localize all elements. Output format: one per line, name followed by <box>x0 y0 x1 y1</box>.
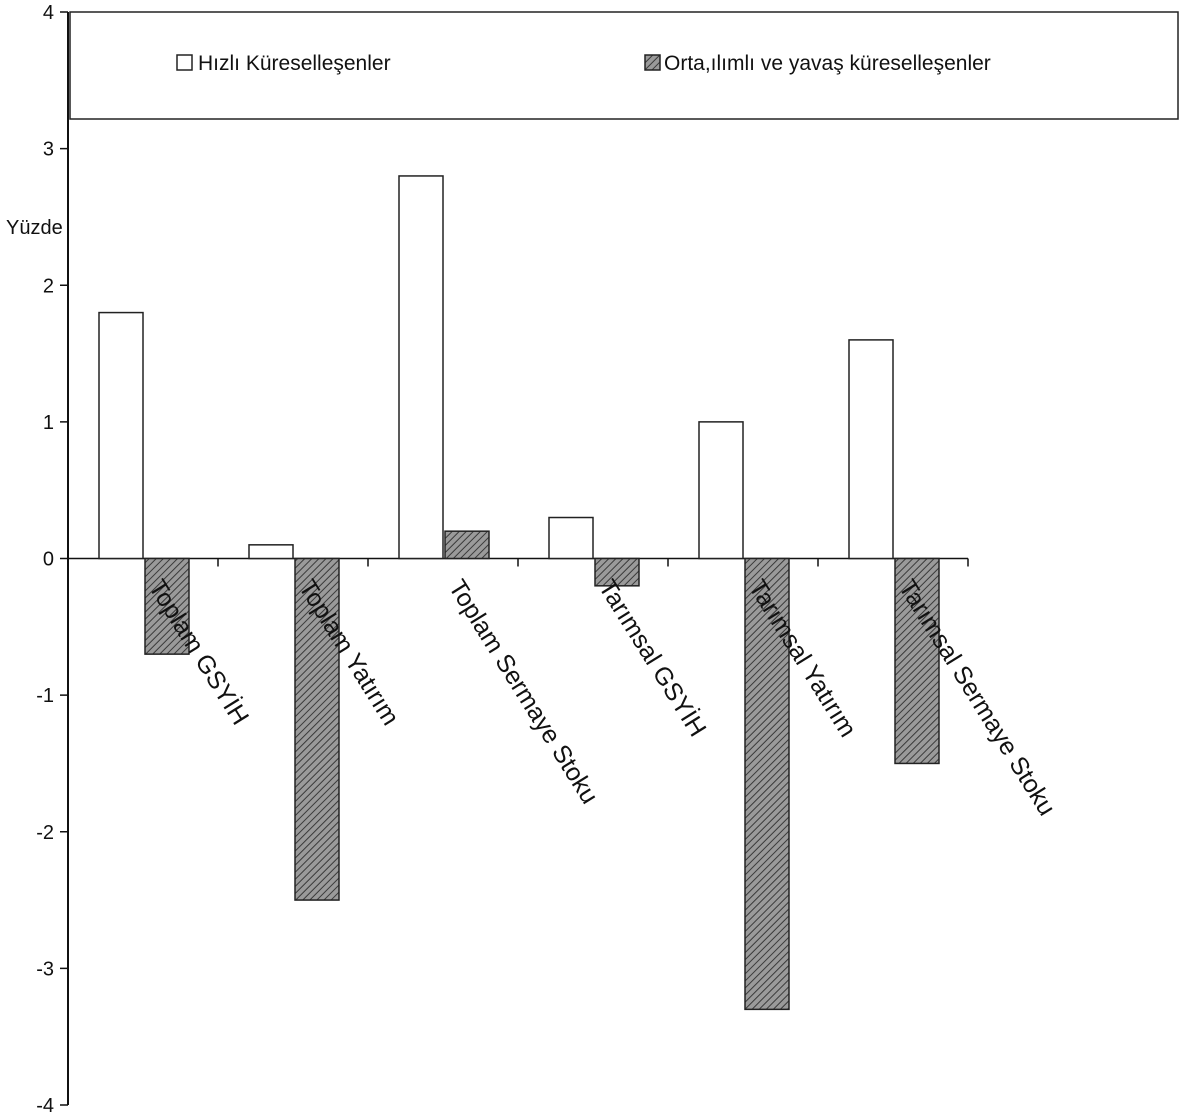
y-tick-label: 1 <box>43 412 54 434</box>
bar-series-2-cat-4 <box>594 557 640 587</box>
y-tick-label: 3 <box>43 139 54 161</box>
x-category-label: Tarımsal GSYİH <box>593 574 713 741</box>
bar-series-2-cat-2 <box>294 557 340 901</box>
y-tick-label: 4 <box>43 2 54 24</box>
bars <box>98 175 940 1011</box>
bar-series-2-cat-3 <box>444 530 490 560</box>
bar-series-2-cat-6 <box>894 557 940 765</box>
bar-series-2-cat-1 <box>144 557 190 655</box>
legend: Hızlı Küreselleşenler Orta,ılımlı ve yav… <box>69 11 1179 120</box>
legend-frame <box>69 11 1179 120</box>
y-axis-label: Yüzde <box>6 217 63 239</box>
bar-series-1-cat-3 <box>398 175 444 560</box>
bar-series-1-cat-4 <box>548 516 594 560</box>
axes: 4 3 2 1 0 -1 -2 -3 -4 <box>36 2 969 1117</box>
bar-series-1-cat-2 <box>248 544 294 560</box>
y-tick-label: 2 <box>43 275 54 297</box>
bar-series-2-cat-5 <box>744 557 790 1011</box>
bar-series-1-cat-6 <box>848 339 894 560</box>
legend-swatch-series-1 <box>176 54 193 71</box>
x-category-label: Toplam Sermaye Stoku <box>443 575 604 809</box>
y-tick-label: -4 <box>36 1095 54 1117</box>
legend-swatch-series-2 <box>644 54 661 71</box>
y-tick-label: -1 <box>36 685 54 707</box>
legend-label-series-2: Orta,ılımlı ve yavaş küreselleşenler <box>664 52 991 75</box>
y-tick-label: 0 <box>43 549 54 571</box>
bar-series-1-cat-5 <box>698 421 744 560</box>
y-tick-label: -2 <box>36 822 54 844</box>
legend-label-series-1: Hızlı Küreselleşenler <box>198 52 391 75</box>
y-tick-label: -3 <box>36 958 54 980</box>
bar-series-1-cat-1 <box>98 311 144 560</box>
